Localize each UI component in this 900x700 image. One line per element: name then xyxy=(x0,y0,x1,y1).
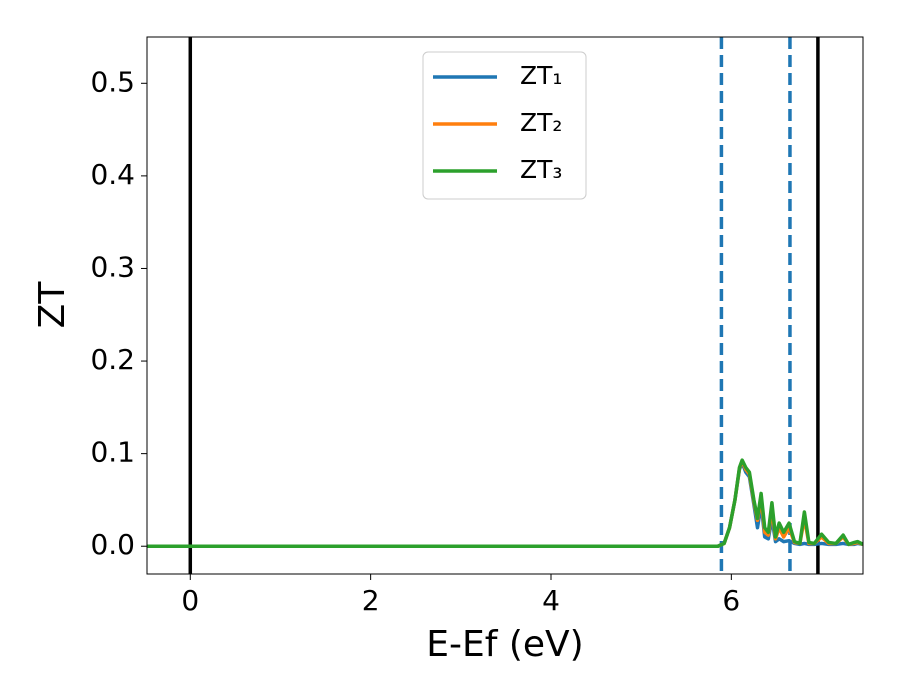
series-line xyxy=(147,458,863,548)
x-tick-label: 6 xyxy=(722,584,740,617)
y-tick-label: 0.1 xyxy=(90,436,135,469)
x-axis-label: E-Ef (eV) xyxy=(426,624,583,665)
y-tick-label: 0.4 xyxy=(90,158,135,191)
x-tick-label: 0 xyxy=(181,584,199,617)
legend-label: ZT₃ xyxy=(520,155,562,184)
legend-label: ZT₁ xyxy=(520,61,562,90)
y-tick-label: 0.0 xyxy=(90,528,135,561)
x-tick-label: 4 xyxy=(542,584,560,617)
y-tick-label: 0.3 xyxy=(90,250,135,283)
y-axis-label: ZT xyxy=(32,281,73,329)
y-tick-label: 0.2 xyxy=(90,343,135,376)
plot-frame xyxy=(146,36,864,575)
legend-box xyxy=(422,51,587,200)
x-tick-label: 2 xyxy=(362,584,380,617)
y-tick-label: 0.5 xyxy=(90,65,135,98)
legend-label: ZT₂ xyxy=(520,108,562,137)
